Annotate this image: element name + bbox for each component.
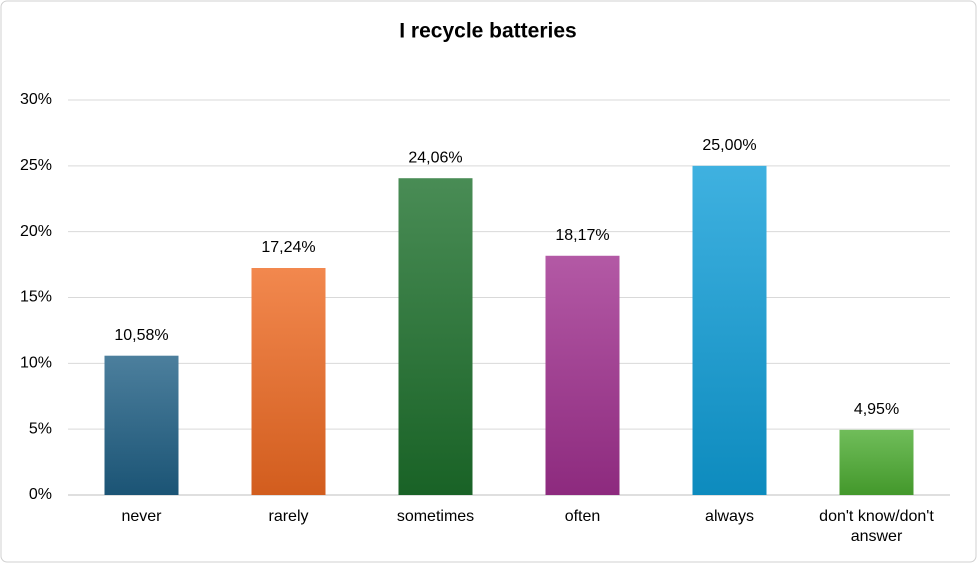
x-tick-label: don't know/don't answer: [819, 508, 934, 545]
y-tick-label: 5%: [29, 420, 52, 437]
data-label: 25,00%: [702, 137, 756, 154]
data-label: 17,24%: [261, 239, 315, 256]
x-tick-label: always: [705, 508, 754, 525]
bar: [545, 255, 620, 495]
x-tick-label: rarely: [268, 508, 309, 525]
bar: [251, 268, 326, 495]
bar: [398, 178, 473, 495]
bar: [692, 165, 767, 496]
x-tick-label: never: [121, 508, 162, 525]
x-tick-label: sometimes: [396, 508, 475, 525]
y-tick-label: 0%: [29, 486, 52, 503]
data-label: 18,17%: [555, 227, 609, 244]
data-label: 24,06%: [408, 149, 462, 166]
bar: [839, 429, 914, 495]
y-tick-label: 30%: [20, 91, 52, 108]
x-tick-label: often: [564, 508, 601, 525]
bar: [104, 355, 179, 495]
y-tick-label: 10%: [20, 355, 52, 372]
chart-title: I recycle batteries: [399, 20, 576, 43]
data-label: 4,95%: [854, 401, 899, 418]
y-tick-label: 15%: [20, 289, 52, 306]
y-tick-label: 20%: [20, 223, 52, 240]
data-label: 10,58%: [114, 327, 168, 344]
y-tick-label: 25%: [20, 157, 52, 174]
